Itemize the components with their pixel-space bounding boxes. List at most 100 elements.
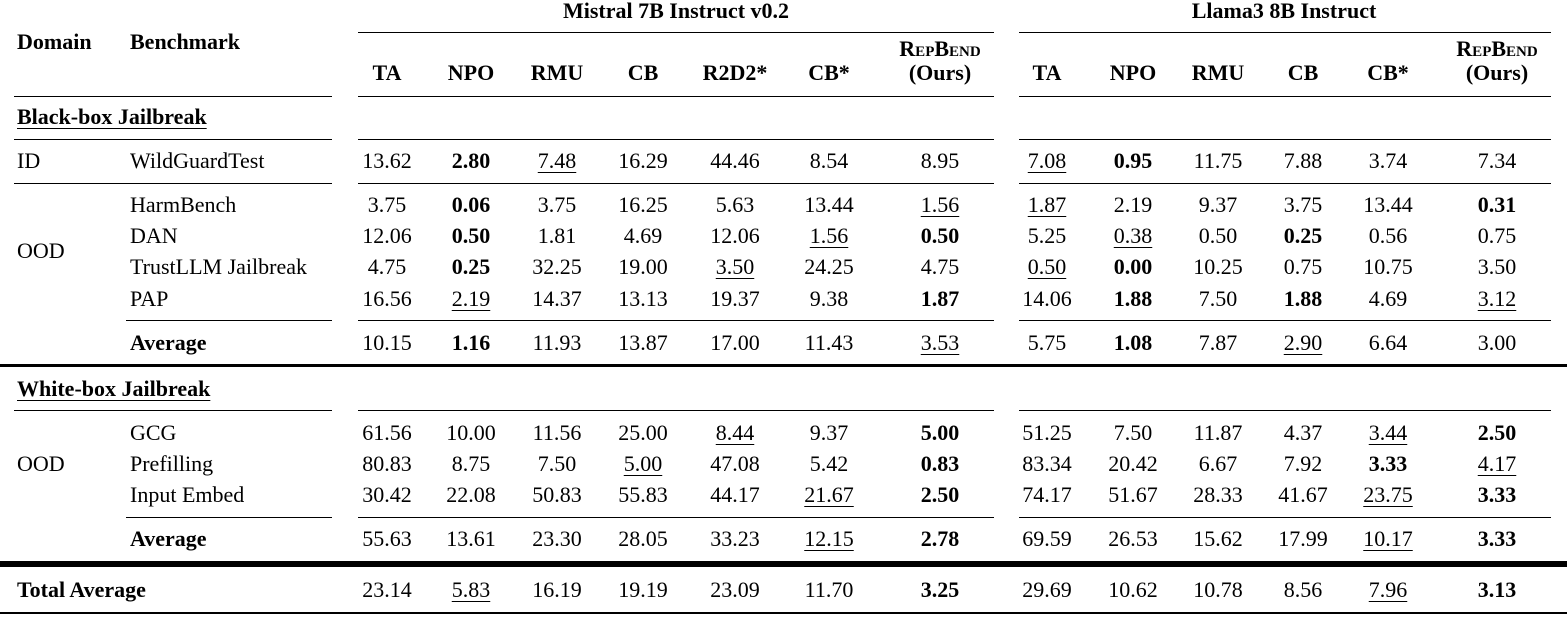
table-cell: 3.13: [1477, 577, 1517, 602]
table-cell: 22.08: [446, 482, 496, 507]
rule-white-llama: [1019, 410, 1551, 411]
table-cell: 7.50: [537, 451, 577, 476]
table-cell: 7.50: [1198, 286, 1238, 311]
table-cell: 29.69: [1022, 577, 1072, 602]
table-cell: 0.83: [920, 451, 960, 476]
table-cell: 41.67: [1278, 482, 1328, 507]
table-cell: 4.75: [367, 254, 407, 279]
table-cell: 1.88: [1113, 286, 1153, 311]
table-cell: 11.70: [804, 577, 854, 602]
llama-repbend-header-1: RepBend: [1456, 36, 1538, 61]
rule-black-mistral: [358, 139, 994, 140]
benchmark-label: Average: [130, 330, 207, 355]
table-cell: 0.00: [1113, 254, 1153, 279]
table-cell: 11.56: [532, 420, 582, 445]
rule-avg1-llama: [1019, 320, 1551, 321]
table-cell: 7.34: [1477, 148, 1517, 173]
table-cell: 1.08: [1113, 330, 1153, 355]
table-cell: 9.37: [809, 420, 849, 445]
table-cell: 19.37: [710, 286, 760, 311]
table-cell: 3.33: [1477, 526, 1517, 551]
table-cell: 69.59: [1022, 526, 1072, 551]
table-cell: 16.29: [618, 148, 668, 173]
benchmark-label: HarmBench: [130, 192, 237, 217]
table-cell: 17.99: [1278, 526, 1328, 551]
rule-avg1-mistral: [358, 320, 994, 321]
table-cell: 23.14: [362, 577, 412, 602]
table-cell: 0.25: [1283, 223, 1323, 248]
table-cell: 12.06: [710, 223, 760, 248]
column-header-llama-cb: CB*: [1367, 60, 1409, 85]
table-cell: 8.54: [809, 148, 849, 173]
table-cell: 3.50: [715, 254, 755, 279]
benchmark-label: WildGuardTest: [130, 148, 265, 173]
white-box-section-label: White-box Jailbreak: [17, 376, 211, 401]
table-cell: 3.25: [920, 577, 960, 602]
rule-avg2-mistral: [358, 517, 994, 518]
llama-group-title: Llama3 8B Instruct: [1191, 0, 1377, 23]
table-cell: 5.25: [1027, 223, 1067, 248]
domain-header: Domain: [17, 29, 92, 54]
column-header-mistral-cb: CB: [627, 60, 659, 85]
table-cell: 4.17: [1477, 451, 1517, 476]
table-cell: 32.25: [532, 254, 582, 279]
column-header-llama-ta: TA: [1032, 60, 1062, 85]
table-cell: 1.88: [1283, 286, 1323, 311]
table-cell: 28.33: [1193, 482, 1243, 507]
table-cell: 8.56: [1283, 577, 1323, 602]
table-cell: 1.81: [537, 223, 577, 248]
table-cell: 30.42: [362, 482, 412, 507]
benchmark-label: Prefilling: [130, 451, 214, 476]
benchmark-label: Input Embed: [130, 482, 245, 507]
table-cell: 44.17: [710, 482, 760, 507]
rule-black-llama: [1019, 139, 1551, 140]
table-cell: 10.17: [1363, 526, 1413, 551]
table-cell: 50.83: [532, 482, 582, 507]
table-cell: 13.44: [804, 192, 854, 217]
column-header-mistral-rmu: RMU: [530, 60, 584, 85]
table-cell: 10.62: [1108, 577, 1158, 602]
table-cell: 13.61: [446, 526, 496, 551]
column-header-mistral-npo: NPO: [447, 60, 495, 85]
table-cell: 6.64: [1368, 330, 1408, 355]
table-cell: 9.38: [809, 286, 849, 311]
domain-id-label: ID: [17, 148, 41, 173]
black-box-section-label: Black-box Jailbreak: [17, 104, 207, 129]
table-cell: 2.50: [920, 482, 960, 507]
table-cell: 4.37: [1283, 420, 1323, 445]
table-cell: 3.75: [367, 192, 407, 217]
table-cell: 0.75: [1283, 254, 1323, 279]
table-cell: 6.67: [1198, 451, 1238, 476]
table-cell: 23.30: [532, 526, 582, 551]
rule-id-left: [14, 183, 332, 184]
table-cell: 3.00: [1477, 330, 1517, 355]
rule-id-mistral: [358, 183, 994, 184]
table-cell: 51.67: [1108, 482, 1158, 507]
table-cell: 3.75: [537, 192, 577, 217]
benchmark-label: PAP: [130, 286, 169, 311]
column-header-llama-npo: NPO: [1109, 60, 1157, 85]
table-cell: 11.93: [532, 330, 582, 355]
table-cell: 5.00: [920, 420, 960, 445]
table-cell: 0.50: [451, 223, 491, 248]
table-cell: 12.15: [804, 526, 854, 551]
table-cell: 5.83: [451, 577, 491, 602]
table-cell: 13.62: [362, 148, 412, 173]
table-cell: 55.83: [618, 482, 668, 507]
rule-avg2-left: [126, 517, 332, 518]
table-cell: 11.87: [1193, 420, 1243, 445]
table-cell: 83.34: [1022, 451, 1072, 476]
table-cell: 0.25: [451, 254, 491, 279]
table-cell: 23.09: [710, 577, 760, 602]
benchmark-label: TrustLLM Jailbreak: [130, 254, 308, 279]
table-cell: 1.16: [451, 330, 491, 355]
rule-avg2-llama: [1019, 517, 1551, 518]
table-cell: 13.87: [618, 330, 668, 355]
rule-avg1-left: [126, 320, 332, 321]
table-cell: 24.25: [804, 254, 854, 279]
table-cell: 10.78: [1193, 577, 1243, 602]
table-cell: 0.95: [1113, 148, 1153, 173]
table-cell: 11.75: [1193, 148, 1243, 173]
table-cell: 8.75: [451, 451, 491, 476]
benchmark-header: Benchmark: [130, 29, 240, 54]
